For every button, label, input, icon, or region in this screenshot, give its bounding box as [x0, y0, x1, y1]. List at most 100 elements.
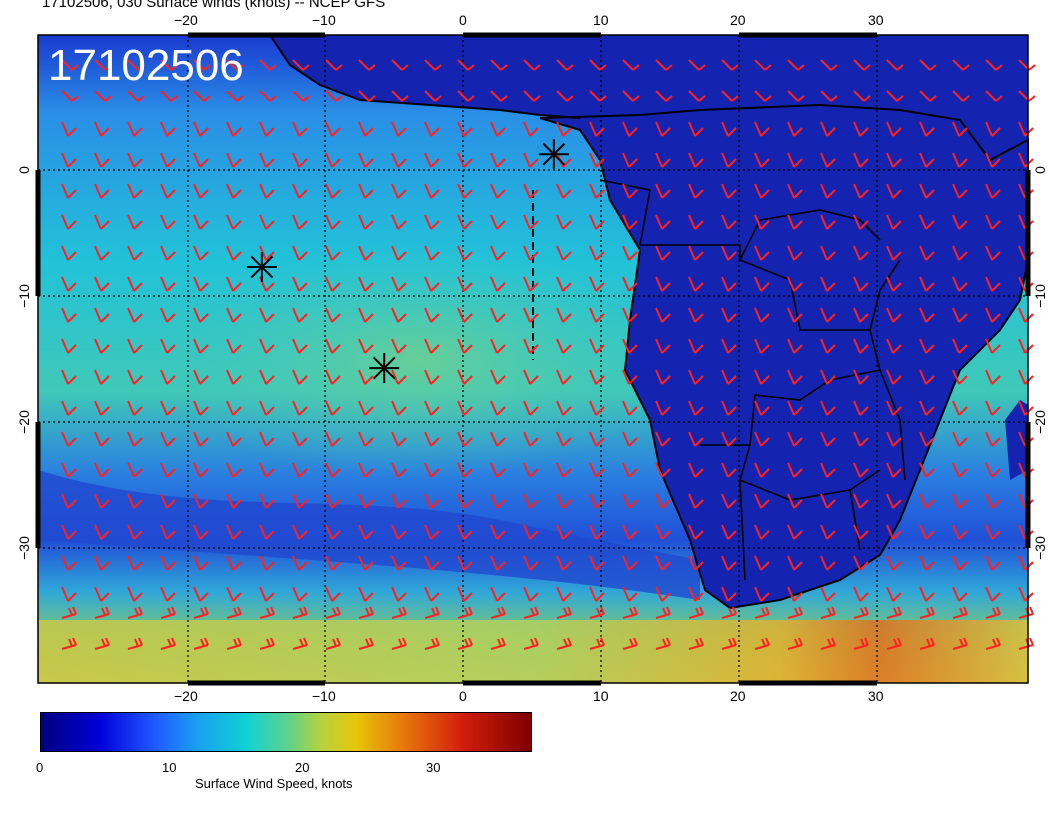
- wind-barb: [721, 59, 739, 71]
- wind-barb: [94, 555, 110, 571]
- wind-barb: [61, 121, 77, 137]
- wind-barb: [919, 307, 935, 323]
- wind-barb: [754, 586, 770, 602]
- wind-barb: [556, 183, 572, 199]
- southern-high-wind-band: [38, 620, 1028, 683]
- wind-barb: [919, 637, 935, 650]
- wind-barb: [391, 338, 407, 354]
- wind-barb: [919, 245, 935, 261]
- wind-barb: [160, 121, 176, 137]
- wind-barb: [655, 606, 671, 619]
- time-stamp: 17102506: [48, 41, 244, 90]
- wind-barb: [127, 90, 145, 102]
- wind-barb: [226, 555, 242, 571]
- wind-barb: [127, 524, 143, 540]
- wind-barb: [358, 524, 374, 540]
- wind-barb: [358, 400, 374, 416]
- wind-barb: [688, 307, 704, 323]
- wind-barb: [754, 369, 770, 385]
- wind-barb: [490, 338, 506, 354]
- wind-barb: [919, 493, 935, 509]
- wind-barb: [424, 400, 440, 416]
- wind-barb: [523, 369, 539, 385]
- wind-barb: [721, 90, 739, 102]
- wind-barb: [160, 214, 176, 230]
- wind-barb: [94, 90, 112, 102]
- wind-barb: [655, 59, 673, 71]
- madagascar-land: [1005, 400, 1028, 480]
- colorbar-tick-20: 20: [295, 760, 310, 775]
- wind-barb: [127, 307, 143, 323]
- wind-barb: [94, 586, 110, 602]
- wind-barb: [193, 307, 209, 323]
- wind-barb: [721, 214, 737, 230]
- wind-barb: [655, 183, 671, 199]
- wind-barb: [193, 183, 209, 199]
- wind-barb: [820, 59, 838, 71]
- wind-barb: [457, 90, 475, 102]
- wind-barb: [391, 606, 407, 619]
- wind-barb: [589, 586, 605, 602]
- wind-barb: [94, 369, 110, 385]
- wind-barb: [127, 637, 143, 650]
- wind-barb: [259, 462, 275, 478]
- wind-barb: [820, 369, 836, 385]
- wind-barb: [325, 276, 341, 292]
- wind-barb: [952, 606, 968, 619]
- wind-barb: [94, 524, 110, 540]
- wind-barb: [721, 555, 737, 571]
- wind-barb: [919, 152, 935, 168]
- asterisk-marker-northwest: [246, 251, 277, 282]
- wind-barb: [193, 369, 209, 385]
- wind-barb: [325, 214, 341, 230]
- wind-barb: [589, 183, 605, 199]
- wind-barb: [556, 606, 572, 619]
- wind-barb: [787, 338, 803, 354]
- wind-barb: [919, 524, 935, 540]
- wind-barb: [556, 400, 572, 416]
- wind-barb: [259, 121, 275, 137]
- wind-barb: [457, 606, 473, 619]
- y-tick-left-4: −30: [15, 536, 32, 560]
- wind-barb: [985, 431, 1001, 447]
- wind-barb: [226, 59, 244, 71]
- x-tick-top-1: −20: [174, 12, 198, 28]
- wind-barb: [853, 431, 869, 447]
- wind-barb: [886, 524, 902, 540]
- wind-barb: [259, 59, 277, 71]
- wind-barb: [787, 431, 803, 447]
- wind-barb: [853, 121, 869, 137]
- wind-barb: [127, 586, 143, 602]
- wind-barb: [985, 152, 1001, 168]
- wind-barb: [688, 338, 704, 354]
- wind-barb: [94, 152, 110, 168]
- wind-barb: [853, 524, 869, 540]
- wind-barb: [589, 555, 605, 571]
- y-tick-right-2: −10: [1031, 284, 1048, 308]
- wind-barb: [424, 606, 440, 619]
- wind-barb: [952, 59, 970, 71]
- wind-barb: [523, 462, 539, 478]
- wind-barb: [589, 606, 605, 619]
- wind-barb: [754, 90, 772, 102]
- wind-barb: [886, 555, 902, 571]
- wind-barb: [622, 493, 638, 509]
- wind-barb: [721, 637, 737, 650]
- y-tick-right-3: −20: [1031, 410, 1048, 434]
- wind-barb: [61, 400, 77, 416]
- wind-barb: [292, 462, 308, 478]
- wind-barb: [325, 245, 341, 261]
- wind-barb: [688, 276, 704, 292]
- wind-barb: [622, 524, 638, 540]
- wind-barb: [853, 90, 871, 102]
- wind-barb: [787, 214, 803, 230]
- wind-barb: [358, 152, 374, 168]
- wind-barb: [325, 586, 341, 602]
- wind-barb: [61, 276, 77, 292]
- wind-barb: [94, 214, 110, 230]
- map-title: 17102506, 030 Surface winds (knots) -- N…: [42, 0, 386, 11]
- wind-barb: [160, 276, 176, 292]
- wind-barb: [985, 121, 1001, 137]
- wind-barb: [886, 152, 902, 168]
- wind-barb: [754, 276, 770, 292]
